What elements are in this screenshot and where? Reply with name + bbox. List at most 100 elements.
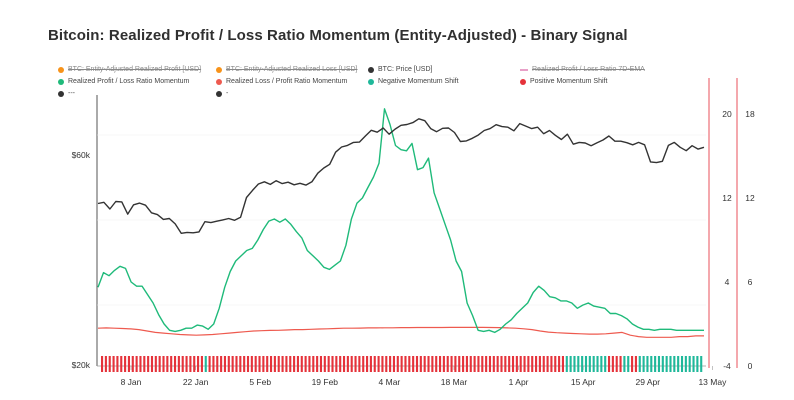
signal-bar bbox=[158, 356, 161, 372]
signal-bar bbox=[481, 356, 484, 372]
signal-bar bbox=[208, 356, 211, 372]
legend-item-2[interactable]: BTC: Price [USD] bbox=[368, 66, 432, 73]
legend-marker bbox=[368, 78, 374, 85]
signal-bar bbox=[435, 356, 438, 372]
signal-bar bbox=[108, 356, 111, 372]
legend-item-3[interactable]: Realized Profit / Loss Ratio 7D-EMA bbox=[520, 66, 645, 73]
signal-bar bbox=[654, 356, 657, 372]
signal-bar bbox=[515, 356, 518, 372]
legend-marker bbox=[58, 90, 64, 97]
signal-bar bbox=[400, 356, 403, 372]
signal-bar bbox=[604, 356, 607, 372]
signal-bar bbox=[665, 356, 668, 372]
signal-bar bbox=[692, 356, 695, 372]
legend: BTC: Entity-Adjusted Realized Profit [US… bbox=[58, 66, 738, 100]
signal-bar bbox=[492, 356, 495, 372]
signal-bar bbox=[258, 356, 261, 372]
x-tick-label: 19 Feb bbox=[312, 377, 339, 387]
signal-bar bbox=[193, 356, 196, 372]
x-tick-label: 5 Feb bbox=[249, 377, 271, 387]
signal-bar bbox=[527, 356, 530, 372]
signal-bar bbox=[358, 356, 361, 372]
signal-bar bbox=[254, 356, 257, 372]
signal-bar bbox=[473, 356, 476, 372]
signal-bar bbox=[131, 356, 134, 372]
signal-bar bbox=[269, 356, 273, 372]
signal-bar bbox=[538, 356, 541, 372]
signal-bar bbox=[239, 356, 242, 372]
signal-bar bbox=[246, 356, 250, 372]
signal-bar bbox=[331, 356, 334, 372]
signal-bar bbox=[323, 356, 326, 372]
signal-bar bbox=[300, 356, 303, 372]
signal-bar bbox=[485, 356, 488, 372]
legend-item-5[interactable]: Realized Profit / Loss Ratio Momentum bbox=[58, 78, 189, 85]
signal-bar bbox=[511, 356, 515, 372]
signal-bar bbox=[216, 356, 219, 372]
legend-item-6[interactable]: Realized Loss / Profit Ratio Momentum bbox=[216, 78, 347, 85]
signal-bar bbox=[200, 356, 203, 372]
legend-label: BTC: Price [USD] bbox=[378, 66, 433, 73]
signal-bar bbox=[504, 356, 507, 372]
legend-item-1[interactable]: BTC: Entity-Adjusted Realized Loss [USD] bbox=[216, 66, 358, 73]
signal-bar bbox=[642, 356, 645, 372]
signal-bar bbox=[120, 356, 123, 372]
signal-bar bbox=[377, 356, 380, 372]
signal-bar bbox=[431, 356, 434, 372]
signal-bar bbox=[611, 356, 614, 372]
signal-bar bbox=[127, 356, 130, 372]
signal-bar bbox=[273, 356, 276, 372]
signal-bar bbox=[542, 356, 545, 372]
x-tick-label: 22 Jan bbox=[183, 377, 209, 387]
signal-bar bbox=[385, 356, 388, 372]
signal-bar bbox=[266, 356, 269, 372]
signal-bar bbox=[412, 356, 415, 372]
signal-bar bbox=[212, 356, 215, 372]
legend-label: BTC: Entity-Adjusted Realized Profit [US… bbox=[68, 66, 202, 73]
signal-bar bbox=[607, 356, 611, 372]
legend-item-9[interactable]: - bbox=[216, 90, 228, 97]
signal-bar bbox=[646, 356, 649, 372]
signal-bar bbox=[289, 356, 292, 372]
y-tick-right-inner: 12 bbox=[722, 193, 732, 203]
legend-marker bbox=[216, 78, 222, 85]
signal-bar bbox=[327, 356, 330, 372]
legend-label: --- bbox=[68, 90, 75, 97]
signal-bar bbox=[546, 356, 549, 372]
signal-bar bbox=[631, 356, 634, 372]
legend-item-4[interactable]: --- bbox=[58, 90, 75, 97]
signal-bar bbox=[488, 356, 492, 372]
legend-label: Realized Loss / Profit Ratio Momentum bbox=[226, 78, 348, 85]
signal-bar bbox=[285, 356, 288, 372]
legend-item-0[interactable]: BTC: Entity-Adjusted Realized Profit [US… bbox=[58, 66, 201, 73]
signal-bar bbox=[177, 356, 180, 372]
signal-bar bbox=[277, 356, 280, 372]
signal-bar bbox=[673, 356, 676, 372]
legend-item-8[interactable]: Positive Momentum Shift bbox=[520, 78, 607, 85]
signal-bar bbox=[523, 356, 526, 372]
y-tick-right-inner: 4 bbox=[725, 277, 730, 287]
signal-bar bbox=[373, 356, 376, 372]
y-tick-right-outer: 18 bbox=[745, 109, 755, 119]
signal-bar bbox=[596, 356, 599, 372]
signal-bar bbox=[296, 356, 299, 372]
x-tick-label: 18 Mar bbox=[441, 377, 468, 387]
signal-bar bbox=[677, 356, 680, 372]
signal-bar bbox=[197, 356, 200, 372]
signal-bar bbox=[150, 356, 154, 372]
legend-marker bbox=[216, 90, 222, 97]
y-tick-right-outer: 0 bbox=[748, 361, 753, 371]
signal-bar bbox=[112, 356, 115, 372]
signal-bar bbox=[316, 356, 319, 372]
signal-bar bbox=[531, 356, 534, 372]
signal-bar bbox=[623, 356, 626, 372]
signal-bar bbox=[166, 356, 169, 372]
signal-bar bbox=[615, 356, 618, 372]
legend-item-7[interactable]: Negative Momentum Shift bbox=[368, 78, 459, 85]
signal-bar bbox=[458, 356, 461, 372]
signal-bar bbox=[181, 356, 184, 372]
legend-label: Positive Momentum Shift bbox=[530, 78, 608, 85]
signal-bar bbox=[366, 356, 369, 372]
signal-bar bbox=[293, 356, 296, 372]
legend-marker bbox=[58, 66, 64, 73]
